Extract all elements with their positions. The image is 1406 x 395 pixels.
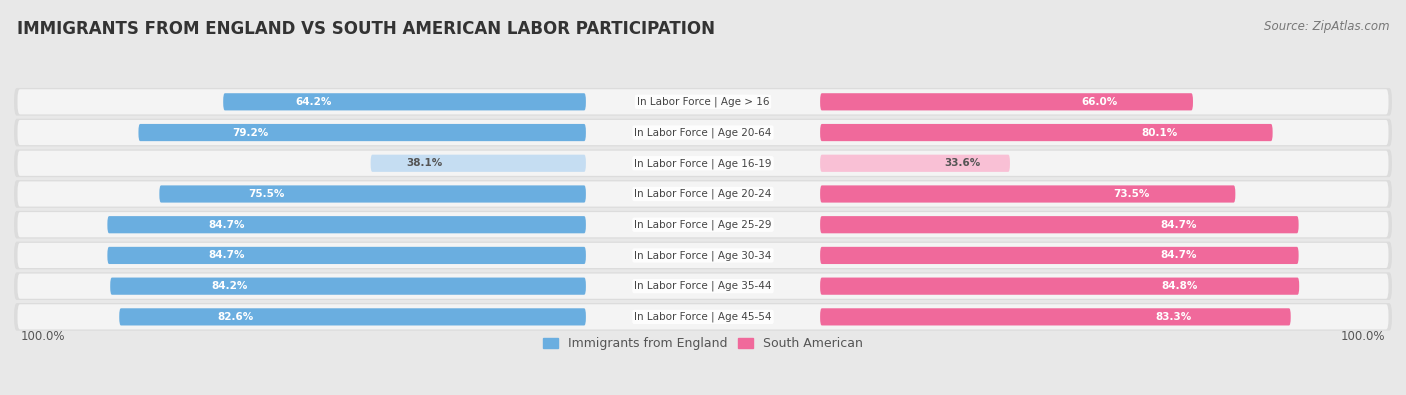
Text: 100.0%: 100.0% — [1340, 330, 1385, 343]
FancyBboxPatch shape — [14, 180, 1392, 208]
Text: In Labor Force | Age 45-54: In Labor Force | Age 45-54 — [634, 312, 772, 322]
Text: 38.1%: 38.1% — [406, 158, 443, 168]
FancyBboxPatch shape — [371, 155, 586, 172]
FancyBboxPatch shape — [17, 181, 1389, 207]
Text: 66.0%: 66.0% — [1081, 97, 1118, 107]
FancyBboxPatch shape — [159, 185, 586, 203]
FancyBboxPatch shape — [820, 93, 1192, 111]
FancyBboxPatch shape — [14, 119, 1392, 147]
FancyBboxPatch shape — [14, 149, 1392, 177]
Text: IMMIGRANTS FROM ENGLAND VS SOUTH AMERICAN LABOR PARTICIPATION: IMMIGRANTS FROM ENGLAND VS SOUTH AMERICA… — [17, 20, 714, 38]
FancyBboxPatch shape — [820, 308, 1291, 325]
FancyBboxPatch shape — [14, 272, 1392, 300]
Text: 84.8%: 84.8% — [1161, 281, 1198, 291]
FancyBboxPatch shape — [107, 247, 586, 264]
Text: 80.1%: 80.1% — [1142, 128, 1178, 137]
Text: 100.0%: 100.0% — [21, 330, 66, 343]
Text: In Labor Force | Age 35-44: In Labor Force | Age 35-44 — [634, 281, 772, 292]
FancyBboxPatch shape — [820, 278, 1299, 295]
FancyBboxPatch shape — [17, 304, 1389, 329]
Legend: Immigrants from England, South American: Immigrants from England, South American — [538, 332, 868, 355]
FancyBboxPatch shape — [17, 243, 1389, 268]
Text: 64.2%: 64.2% — [295, 97, 332, 107]
Text: In Labor Force | Age 20-64: In Labor Force | Age 20-64 — [634, 127, 772, 138]
FancyBboxPatch shape — [14, 211, 1392, 239]
FancyBboxPatch shape — [138, 124, 586, 141]
Text: In Labor Force | Age 25-29: In Labor Force | Age 25-29 — [634, 220, 772, 230]
FancyBboxPatch shape — [224, 93, 586, 111]
FancyBboxPatch shape — [17, 120, 1389, 145]
Text: In Labor Force | Age > 16: In Labor Force | Age > 16 — [637, 96, 769, 107]
FancyBboxPatch shape — [820, 155, 1010, 172]
Text: In Labor Force | Age 16-19: In Labor Force | Age 16-19 — [634, 158, 772, 169]
FancyBboxPatch shape — [17, 212, 1389, 237]
Text: In Labor Force | Age 30-34: In Labor Force | Age 30-34 — [634, 250, 772, 261]
FancyBboxPatch shape — [17, 150, 1389, 176]
FancyBboxPatch shape — [820, 247, 1299, 264]
FancyBboxPatch shape — [110, 278, 586, 295]
Text: 84.7%: 84.7% — [1161, 250, 1198, 260]
Text: 33.6%: 33.6% — [945, 158, 980, 168]
Text: 83.3%: 83.3% — [1154, 312, 1191, 322]
Text: 84.7%: 84.7% — [1161, 220, 1198, 230]
FancyBboxPatch shape — [14, 242, 1392, 269]
Text: Source: ZipAtlas.com: Source: ZipAtlas.com — [1264, 20, 1389, 33]
Text: 84.7%: 84.7% — [208, 250, 245, 260]
FancyBboxPatch shape — [14, 88, 1392, 116]
Text: 82.6%: 82.6% — [218, 312, 254, 322]
Text: In Labor Force | Age 20-24: In Labor Force | Age 20-24 — [634, 189, 772, 199]
FancyBboxPatch shape — [14, 303, 1392, 331]
Text: 84.7%: 84.7% — [208, 220, 245, 230]
FancyBboxPatch shape — [820, 185, 1236, 203]
FancyBboxPatch shape — [120, 308, 586, 325]
Text: 73.5%: 73.5% — [1114, 189, 1150, 199]
FancyBboxPatch shape — [17, 89, 1389, 115]
FancyBboxPatch shape — [17, 274, 1389, 299]
Text: 79.2%: 79.2% — [232, 128, 269, 137]
FancyBboxPatch shape — [107, 216, 586, 233]
FancyBboxPatch shape — [820, 216, 1299, 233]
Text: 75.5%: 75.5% — [247, 189, 284, 199]
FancyBboxPatch shape — [820, 124, 1272, 141]
Text: 84.2%: 84.2% — [211, 281, 247, 291]
